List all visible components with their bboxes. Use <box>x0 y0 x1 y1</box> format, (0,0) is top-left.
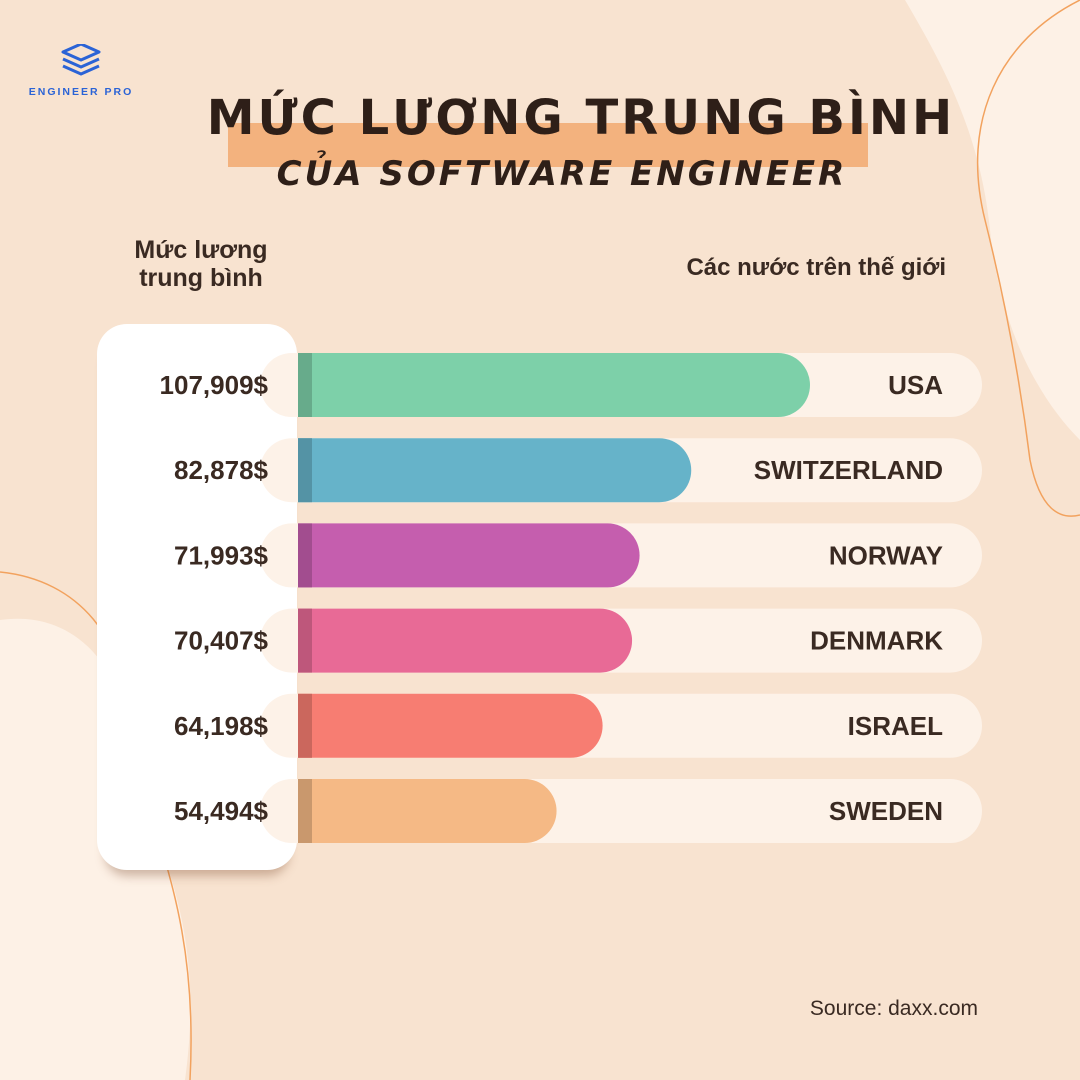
value-card <box>97 324 297 870</box>
y-axis-label: Mức lương trung bình <box>134 236 268 292</box>
value-label: 70,407$ <box>174 626 269 656</box>
value-label: 54,494$ <box>174 796 269 826</box>
page-subtitle: CỦA SOFTWARE ENGINEER <box>276 154 848 194</box>
bar <box>298 608 633 673</box>
bar <box>298 693 603 758</box>
category-label: USA <box>888 370 943 400</box>
bar <box>298 438 692 503</box>
bar-edge <box>298 523 312 588</box>
x-axis-label: Các nước trên thế giới <box>686 254 946 281</box>
brand-name: ENGINEER PRO <box>28 86 134 98</box>
brand-logo: ENGINEER PRO <box>22 44 140 98</box>
category-label: ISRAEL <box>848 711 943 741</box>
source-note: Source: daxx.com <box>809 997 978 1020</box>
bar-edge <box>298 693 312 758</box>
category-label: SWITZERLAND <box>754 455 943 485</box>
value-label: 71,993$ <box>174 540 269 570</box>
value-label: 64,198$ <box>174 711 269 741</box>
category-label: NORWAY <box>829 540 943 570</box>
page-title: MỨC LƯƠNG TRUNG BÌNH <box>206 90 956 146</box>
bar-edge <box>298 353 312 417</box>
bar-edge <box>298 438 312 503</box>
bar <box>298 353 810 417</box>
value-label: 107,909$ <box>160 370 269 400</box>
bar <box>298 779 557 843</box>
category-label: DENMARK <box>810 626 943 656</box>
title-highlight <box>228 123 868 167</box>
category-label: SWEDEN <box>829 796 943 826</box>
bar-edge <box>298 779 312 843</box>
bar <box>298 523 640 588</box>
value-label: 82,878$ <box>174 455 269 485</box>
bar-edge <box>298 608 312 673</box>
layers-logo-icon <box>61 44 101 76</box>
